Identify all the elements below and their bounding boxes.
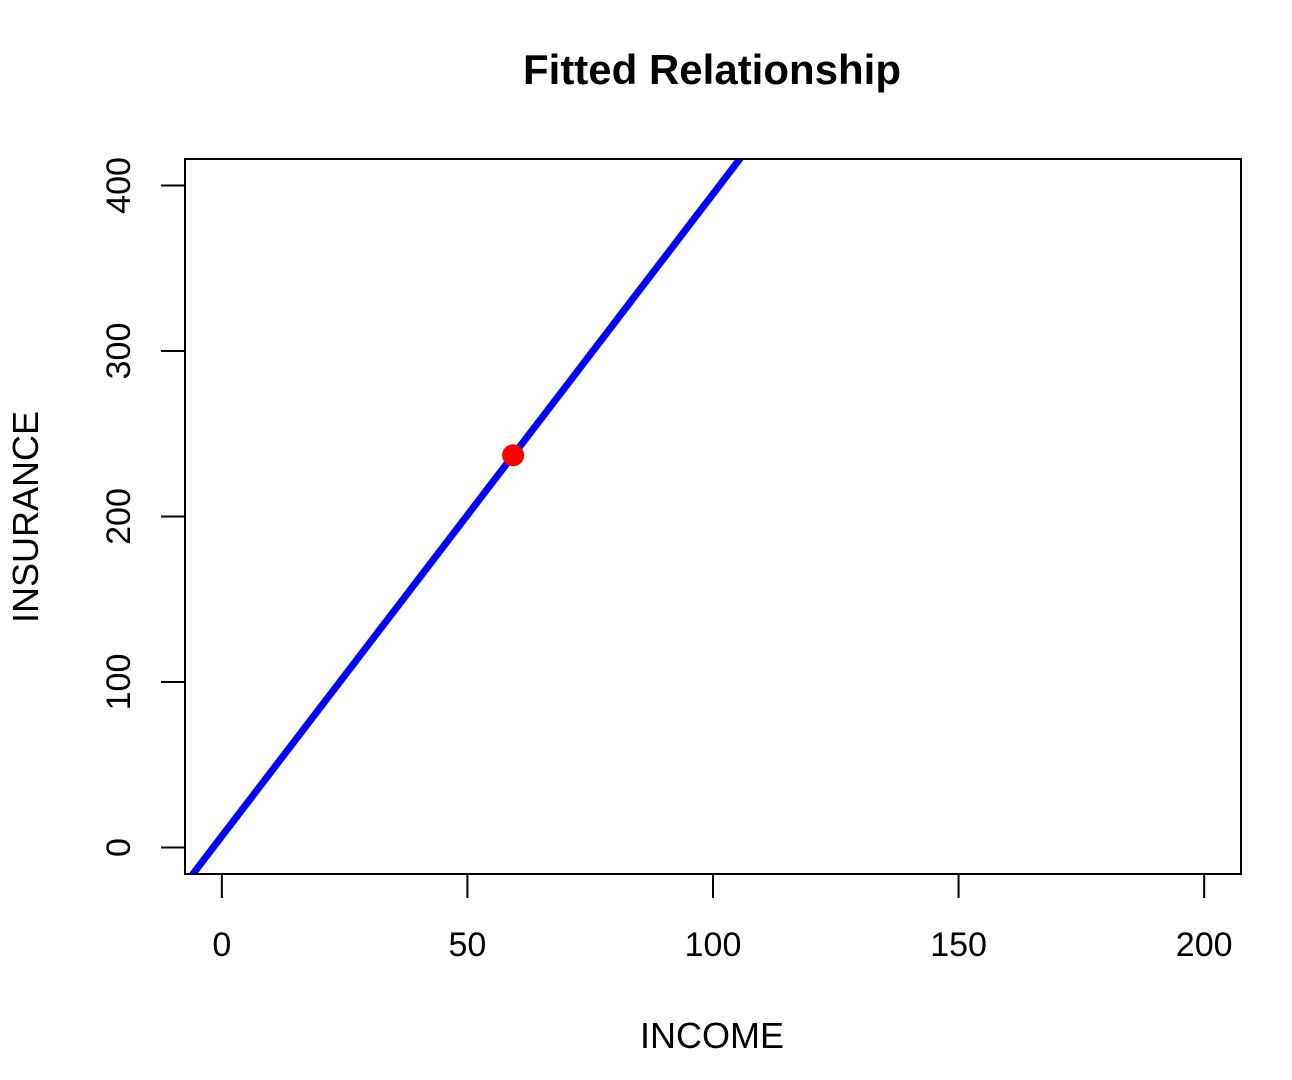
plot-area xyxy=(184,158,1242,875)
x-tick-label: 200 xyxy=(1176,926,1233,964)
x-tick-label: 0 xyxy=(212,926,231,964)
y-tick-label: 200 xyxy=(100,488,138,545)
y-tick-label: 0 xyxy=(100,838,138,857)
plot-frame xyxy=(184,158,1242,875)
x-tick-label: 150 xyxy=(930,926,987,964)
y-tick-label: 100 xyxy=(100,654,138,711)
x-axis-label: INCOME xyxy=(640,1015,784,1056)
x-tick-label: 100 xyxy=(685,926,742,964)
x-axis: 0 50 100 150 200 xyxy=(212,874,1233,964)
fitted-line xyxy=(188,159,745,874)
chart-title: Fitted Relationship xyxy=(523,46,901,93)
y-axis-label: INSURANCE xyxy=(5,411,46,623)
data-point xyxy=(502,444,525,467)
y-tick-label: 400 xyxy=(100,157,138,214)
x-tick-label: 50 xyxy=(449,926,487,964)
y-axis: 0 100 200 300 400 xyxy=(100,157,185,857)
y-tick-label: 300 xyxy=(100,323,138,380)
